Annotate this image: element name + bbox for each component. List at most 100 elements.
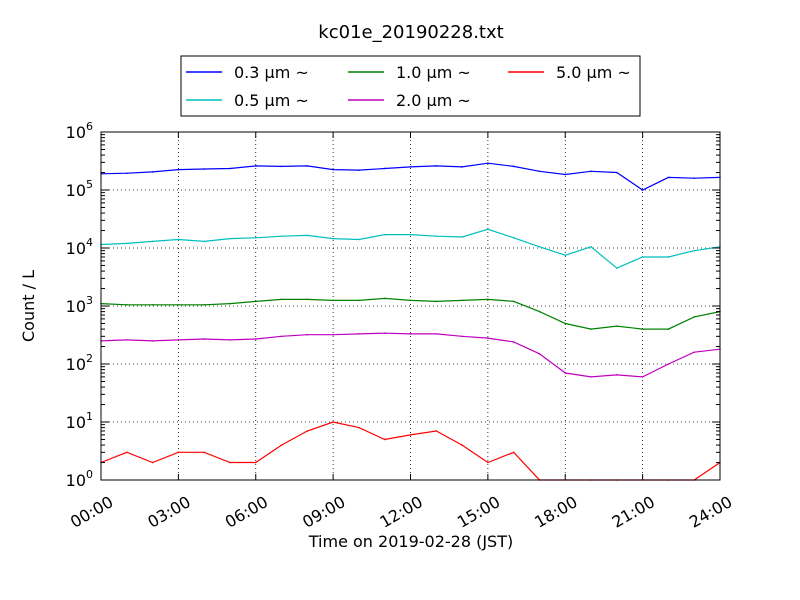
data-point	[151, 340, 154, 342]
data-point	[409, 299, 412, 302]
data-point	[254, 300, 257, 303]
data-point	[641, 189, 644, 191]
data-point	[409, 333, 412, 335]
data-point	[332, 299, 334, 302]
x-tick-labels: 00:00 03:00 06:00 09:00 12:00 15:00 18:00 21:00…	[67, 492, 735, 532]
data-point	[693, 316, 696, 318]
data-point	[280, 335, 283, 338]
series-line-4	[100, 332, 721, 378]
data-point	[383, 297, 386, 300]
data-point	[616, 171, 618, 174]
data-point	[306, 333, 309, 336]
data-point	[177, 238, 180, 241]
legend-label: 0.3 μm ~	[234, 63, 309, 82]
data-point	[641, 256, 644, 258]
data-point	[229, 237, 231, 240]
data-point	[590, 170, 592, 173]
y-tick-label: 100	[66, 468, 93, 490]
data-point	[151, 303, 154, 306]
data-point	[177, 303, 180, 306]
data-point	[409, 434, 412, 436]
data-point	[461, 444, 463, 446]
data-point	[306, 234, 309, 237]
data-point	[693, 249, 696, 252]
data-point	[306, 298, 309, 301]
data-point	[435, 165, 438, 167]
data-point	[487, 228, 489, 231]
y-tick-label: 101	[66, 410, 93, 432]
data-point	[383, 438, 386, 441]
data-point	[254, 461, 257, 464]
data-point	[641, 376, 644, 378]
axis-ticks	[100, 131, 721, 481]
data-point	[667, 328, 670, 330]
data-point	[151, 171, 154, 173]
data-point	[254, 338, 257, 340]
data-point	[564, 372, 567, 374]
x-tick-label: 15:00	[454, 492, 503, 532]
data-point	[693, 351, 696, 353]
y-tick-label: 106	[66, 120, 93, 142]
data-point	[332, 168, 334, 171]
data-point	[151, 240, 154, 243]
data-point	[512, 341, 515, 343]
y-tick-label: 102	[66, 352, 93, 374]
data-point	[151, 461, 154, 464]
data-point	[590, 245, 592, 248]
data-point	[177, 451, 180, 454]
legend-box	[180, 55, 641, 117]
data-point	[487, 298, 489, 301]
data-point	[280, 298, 283, 301]
data-point	[358, 426, 360, 429]
data-point	[667, 363, 670, 365]
data-point	[358, 333, 360, 335]
data-point	[203, 451, 205, 454]
data-point	[512, 300, 515, 303]
data-point	[254, 236, 257, 239]
grid	[101, 132, 720, 480]
data-point	[125, 172, 128, 174]
data-point	[125, 451, 128, 454]
x-tick-label: 00:00	[67, 492, 116, 532]
legend-label: 1.0 μm ~	[396, 63, 471, 82]
data-point	[435, 333, 438, 335]
data-point	[177, 168, 180, 171]
data-point	[487, 461, 489, 464]
data-point	[590, 328, 592, 330]
data-point	[358, 238, 360, 241]
x-axis-label: Time on 2019-02-28 (JST)	[308, 532, 513, 551]
y-tick-label: 105	[66, 178, 93, 200]
data-point	[667, 176, 670, 179]
series-layer	[100, 162, 721, 481]
data-point	[125, 242, 128, 245]
data-point	[203, 338, 205, 340]
data-point	[616, 325, 618, 327]
data-point	[125, 339, 128, 341]
data-point	[693, 177, 696, 179]
y-tick-labels: 100 101 102 103 104 105 106	[66, 120, 93, 490]
data-point	[203, 303, 205, 306]
data-point	[203, 240, 205, 243]
data-point	[435, 235, 438, 237]
data-point	[564, 173, 567, 176]
data-point	[229, 461, 231, 464]
data-point	[538, 170, 541, 173]
data-point	[564, 254, 567, 257]
data-point	[280, 165, 283, 168]
data-point	[616, 374, 618, 376]
data-point	[461, 299, 463, 302]
series-line-5	[100, 421, 721, 481]
y-tick-label: 104	[66, 236, 93, 258]
data-point	[383, 332, 386, 334]
x-tick-label: 24:00	[686, 492, 735, 532]
data-point	[538, 352, 541, 355]
x-tick-label: 06:00	[222, 492, 271, 532]
data-point	[538, 245, 541, 248]
data-point	[461, 236, 463, 238]
x-tick-label: 21:00	[609, 492, 658, 532]
data-point	[590, 376, 592, 378]
data-point	[409, 166, 412, 168]
data-point	[435, 430, 438, 432]
data-point	[461, 166, 463, 168]
